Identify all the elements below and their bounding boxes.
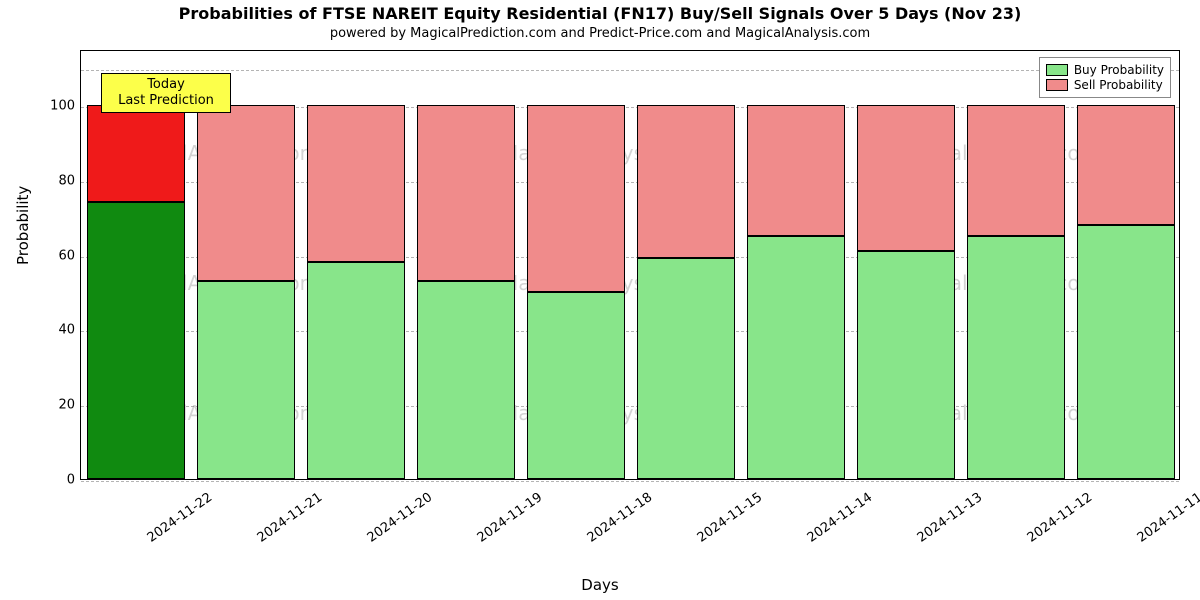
annotation-line: Last Prediction	[108, 93, 224, 109]
legend: Buy ProbabilitySell Probability	[1039, 57, 1171, 98]
bar-buy	[87, 202, 185, 479]
legend-swatch	[1046, 64, 1068, 76]
x-tick-label: 2024-11-11	[1135, 490, 1200, 546]
y-tick-label: 20	[5, 398, 75, 413]
y-tick-label: 40	[5, 323, 75, 338]
x-tick-label: 2024-11-20	[365, 490, 436, 546]
x-tick-label: 2024-11-13	[915, 490, 986, 546]
bar-buy	[197, 281, 295, 479]
bar-sell	[527, 105, 625, 292]
y-tick-label: 100	[5, 99, 75, 114]
x-tick-label: 2024-11-21	[255, 490, 326, 546]
bar-sell	[857, 105, 955, 251]
legend-item: Sell Probability	[1046, 78, 1164, 92]
bar-buy	[967, 236, 1065, 479]
grid-line	[81, 481, 1179, 482]
bar-sell	[1077, 105, 1175, 225]
y-tick-label: 0	[5, 473, 75, 488]
chart-subtitle: powered by MagicalPrediction.com and Pre…	[0, 26, 1200, 41]
chart-container: Probabilities of FTSE NAREIT Equity Resi…	[0, 0, 1200, 600]
bar-buy	[527, 292, 625, 479]
chart-title: Probabilities of FTSE NAREIT Equity Resi…	[0, 4, 1200, 23]
bar-buy	[417, 281, 515, 479]
x-axis-label: Days	[0, 576, 1200, 594]
y-tick-label: 80	[5, 173, 75, 188]
bar-buy	[1077, 225, 1175, 479]
legend-item: Buy Probability	[1046, 63, 1164, 77]
bar-buy	[747, 236, 845, 479]
y-tick-label: 60	[5, 248, 75, 263]
bar-sell	[747, 105, 845, 236]
today-annotation: TodayLast Prediction	[101, 73, 231, 114]
plot-area: MagicalAnalysis.comMagicalAnalysis.comMa…	[80, 50, 1180, 480]
bar-sell	[87, 105, 185, 202]
legend-label: Sell Probability	[1074, 78, 1163, 92]
x-tick-label: 2024-11-12	[1025, 490, 1096, 546]
x-tick-label: 2024-11-22	[145, 490, 216, 546]
x-tick-label: 2024-11-18	[585, 490, 656, 546]
bar-sell	[417, 105, 515, 281]
bar-sell	[967, 105, 1065, 236]
bar-sell	[197, 105, 295, 281]
bar-buy	[857, 251, 955, 479]
bar-sell	[637, 105, 735, 258]
annotation-line: Today	[108, 77, 224, 93]
bar-sell	[307, 105, 405, 262]
x-tick-label: 2024-11-19	[475, 490, 546, 546]
bar-buy	[637, 258, 735, 479]
x-tick-label: 2024-11-15	[695, 490, 766, 546]
legend-swatch	[1046, 79, 1068, 91]
grid-line	[81, 70, 1179, 71]
x-tick-label: 2024-11-14	[805, 490, 876, 546]
legend-label: Buy Probability	[1074, 63, 1164, 77]
bar-buy	[307, 262, 405, 479]
